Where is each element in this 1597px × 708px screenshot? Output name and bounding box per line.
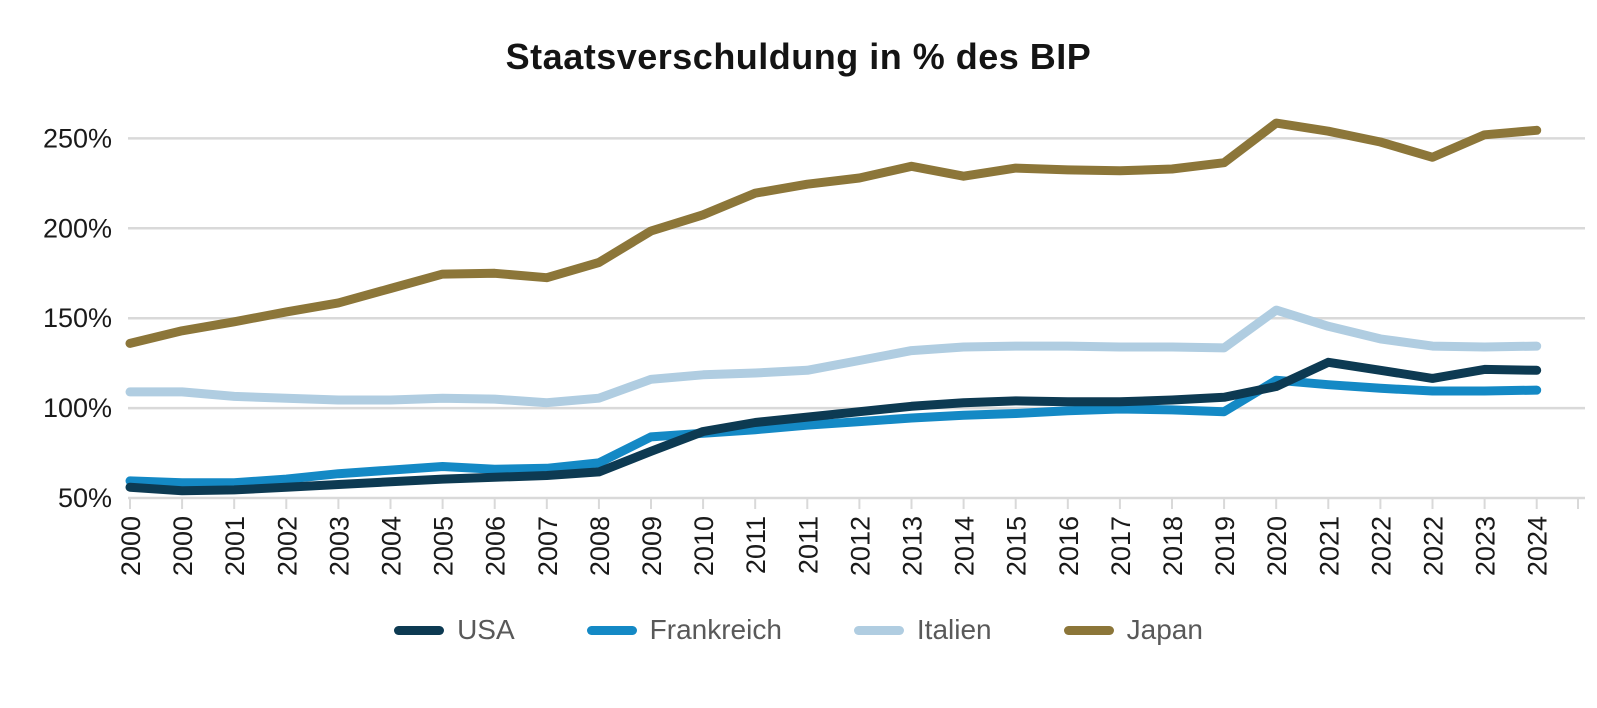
chart-title: Staatsverschuldung in % des BIP [505, 36, 1092, 77]
x-axis-label: 2009 [637, 516, 667, 576]
series-line-usa [125, 357, 1542, 496]
x-axis-label: 2004 [377, 516, 407, 576]
series-line-japan [125, 118, 1542, 348]
x-axis-label: 2021 [1314, 516, 1344, 576]
x-axis-label: 2000 [168, 516, 198, 576]
x-axis-label: 2011 [741, 516, 771, 574]
legend-item-usa: USA [394, 614, 515, 646]
x-axis-label: 2001 [220, 516, 250, 576]
x-axis-label: 2002 [272, 516, 302, 576]
x-axis-label: 2018 [1158, 516, 1188, 576]
x-axis-label: 2015 [1002, 516, 1032, 576]
legend-item-japan: Japan [1063, 614, 1203, 646]
x-axis-label: 2022 [1419, 516, 1449, 576]
x-axis-label: 2020 [1262, 516, 1292, 576]
x-axis-label: 2016 [1054, 516, 1084, 576]
x-axis-label: 2006 [481, 516, 511, 576]
x-axis-label: 2019 [1210, 516, 1240, 576]
y-axis-label: 250% [43, 123, 112, 153]
legend-label: Frankreich [649, 614, 782, 645]
legend-item-frankreich: Frankreich [586, 614, 782, 646]
y-axis-label: 200% [43, 213, 112, 243]
x-axis-label: 2022 [1366, 516, 1396, 576]
y-axis-label: 100% [43, 393, 112, 423]
x-axis-label: 2005 [429, 516, 459, 576]
x-axis-label: 2017 [1106, 516, 1136, 576]
series-line-frankreich [125, 375, 1542, 488]
x-axis-label: 2008 [585, 516, 615, 576]
legend-label: Italien [916, 614, 992, 645]
legend-item-italien: Italien [853, 614, 992, 646]
x-axis-label: 2023 [1471, 516, 1501, 576]
chart-legend: USA Frankreich Italien Japan [0, 614, 1597, 646]
x-axis-label: 2000 [116, 516, 146, 576]
legend-swatch-frankreich [586, 625, 637, 635]
y-axis-label: 50% [58, 483, 112, 513]
x-axis-label: 2011 [793, 516, 823, 574]
legend-swatch-usa [394, 625, 445, 635]
x-axis-label: 2014 [950, 516, 980, 576]
x-axis-label: 2024 [1523, 516, 1553, 576]
x-axis-label: 2013 [898, 516, 928, 576]
series-line-italien [125, 305, 1542, 408]
x-axis-label: 2007 [533, 516, 563, 576]
x-axis-label: 2010 [689, 516, 719, 576]
legend-label: USA [457, 614, 515, 645]
legend-swatch-italien [853, 625, 904, 635]
legend-swatch-japan [1063, 625, 1114, 635]
x-axis-label: 2012 [845, 516, 875, 576]
y-axis-label: 150% [43, 303, 112, 333]
legend-label: Japan [1126, 614, 1203, 645]
x-axis-label: 2003 [324, 516, 354, 576]
